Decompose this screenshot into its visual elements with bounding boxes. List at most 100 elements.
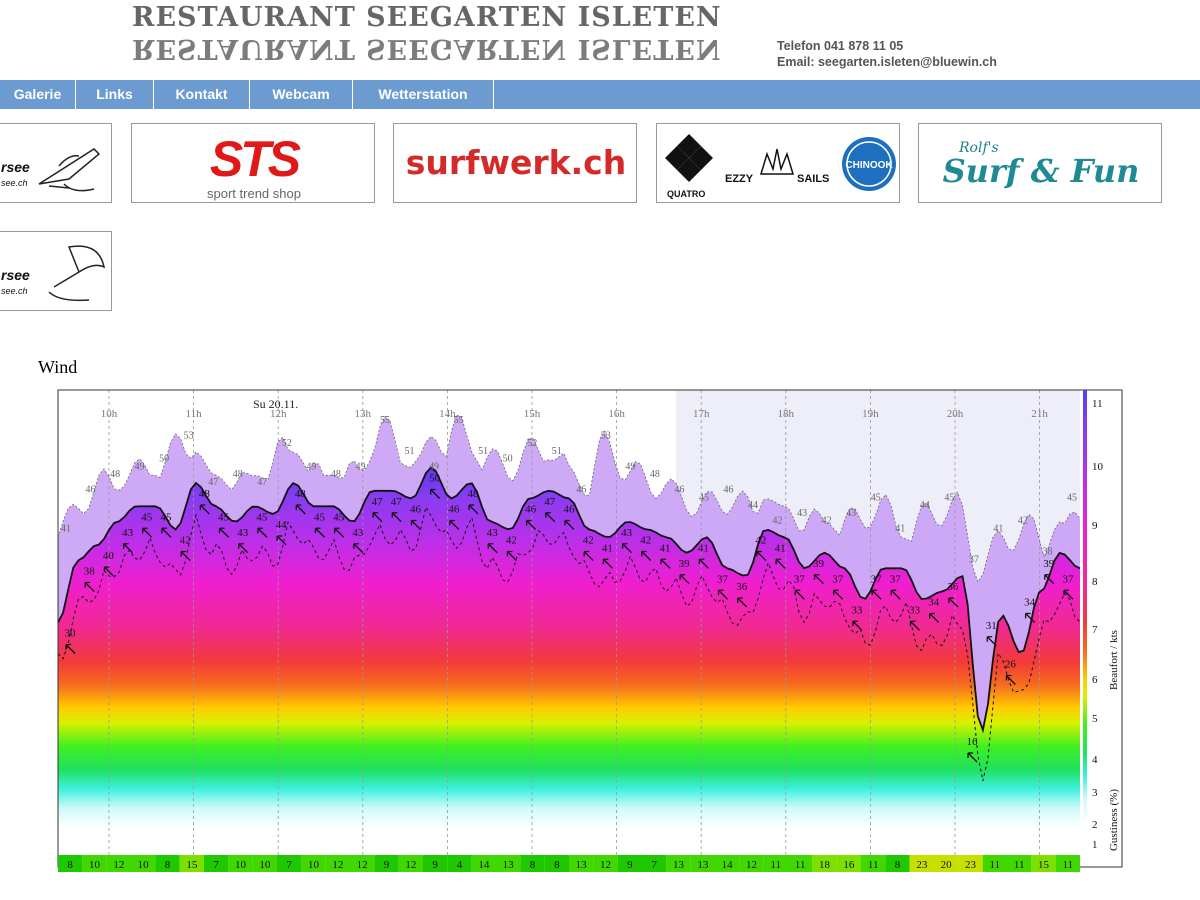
sponsor-rolfs-surf-fun[interactable]: Rolf's Surf & Fun bbox=[918, 123, 1162, 203]
beaufort-tick-label: 10 bbox=[1092, 461, 1104, 473]
gustiness-value: 12 bbox=[113, 859, 124, 871]
mean-value-label: 46 bbox=[410, 504, 422, 516]
wind-direction-arrow bbox=[583, 550, 594, 561]
wind-direction-arrow bbox=[909, 620, 920, 631]
gustiness-cell bbox=[739, 855, 764, 872]
gustiness-value: 15 bbox=[1038, 859, 1050, 871]
wind-direction-arrow bbox=[65, 643, 76, 654]
gust-value-label: 48 bbox=[110, 469, 120, 480]
gustiness-value: 16 bbox=[843, 859, 855, 871]
mean-value-label: 42 bbox=[506, 535, 517, 547]
wind-direction-arrow bbox=[391, 512, 402, 523]
mean-value-label: 46 bbox=[448, 504, 460, 516]
gustiness-cell bbox=[131, 855, 156, 872]
mean-value-label: 42 bbox=[180, 535, 191, 547]
wind-direction-arrow bbox=[525, 519, 537, 530]
wind-direction-arrow bbox=[1024, 612, 1036, 623]
gust-value-label: 45 bbox=[944, 492, 954, 503]
restaurant-logo-title[interactable]: RESTAURANT SEEGARTEN ISLETEN bbox=[132, 2, 722, 33]
restaurant-logo-reflection: RESTAURANT SEEGARTEN ISLETEN bbox=[132, 33, 722, 64]
gustiness-cell bbox=[593, 855, 618, 872]
mean-value-label: 39 bbox=[679, 558, 691, 570]
mean-value-label: 45 bbox=[314, 511, 326, 523]
gustiness-value: 20 bbox=[941, 859, 953, 871]
sponsor-sts[interactable]: STS sport trend shop bbox=[131, 123, 375, 203]
gustiness-value: 11 bbox=[1014, 859, 1025, 871]
wind-direction-arrow bbox=[199, 504, 210, 515]
sponsor-urnersee-2[interactable]: rsee see.ch bbox=[0, 231, 112, 311]
nav-webcam[interactable]: Webcam bbox=[250, 80, 353, 109]
wind-direction-arrow bbox=[890, 589, 901, 600]
gustiness-cell bbox=[496, 855, 521, 872]
nav-wetterstation[interactable]: Wetterstation bbox=[353, 80, 494, 109]
nav-kontakt[interactable]: Kontakt bbox=[154, 80, 250, 109]
gustiness-value: 13 bbox=[673, 859, 685, 871]
gustiness-cell bbox=[325, 855, 350, 872]
wind-chart-container: 10h 11h 12h 13h 14h 15h 16h 17h 18h 19h 20h 21h Su 2… bbox=[0, 385, 1200, 885]
mean-value-label: 37 bbox=[794, 573, 806, 585]
mean-value-label: 43 bbox=[487, 527, 499, 539]
mean-wind-line bbox=[57, 466, 1081, 734]
wind-direction-arrow bbox=[641, 550, 652, 561]
gustiness-cell bbox=[374, 855, 399, 872]
gust-value-label: 46 bbox=[723, 485, 733, 496]
wind-direction-arrow bbox=[238, 543, 249, 554]
gustiness-value: 14 bbox=[722, 859, 734, 871]
wind-direction-arrow bbox=[813, 574, 824, 585]
gustiness-cell bbox=[934, 855, 959, 872]
mean-value-label: 43 bbox=[237, 527, 249, 539]
mean-value-label: 34 bbox=[1024, 597, 1036, 609]
mean-value-label: 41 bbox=[602, 542, 613, 554]
gust-value-label: 44 bbox=[920, 500, 930, 511]
gust-value-label: 49 bbox=[355, 461, 365, 472]
sponsor-urnersee-1[interactable]: rsee see.ch bbox=[0, 123, 112, 203]
quatro-text: QUATRO bbox=[667, 189, 705, 199]
wind-direction-arrow bbox=[679, 574, 690, 585]
wind-direction-arrow bbox=[430, 488, 441, 499]
gustiness-cell bbox=[301, 855, 326, 872]
quatro-diamond-icon bbox=[665, 134, 713, 182]
mean-value-label: 38 bbox=[84, 566, 96, 578]
mean-value-label: 26 bbox=[1005, 659, 1017, 671]
gustiness-cell bbox=[836, 855, 861, 872]
sponsor-quatro-ezzy-chinook[interactable]: QUATRO EZZY SAILS CHINOOK bbox=[656, 123, 900, 203]
hour-label: 11h bbox=[186, 408, 203, 420]
nav-galerie[interactable]: Galerie bbox=[0, 80, 76, 109]
gustiness-value: 10 bbox=[235, 859, 247, 871]
gust-value-label: 55 bbox=[454, 415, 464, 426]
gustiness-cell bbox=[520, 855, 545, 872]
gust-value-label: 47 bbox=[257, 477, 267, 488]
gustiness-cell bbox=[909, 855, 934, 872]
gust-value-label: 42 bbox=[773, 516, 783, 527]
wind-direction-arrow bbox=[468, 504, 479, 515]
gustiness-value: 8 bbox=[67, 859, 73, 871]
mean-value-label: 41 bbox=[659, 542, 670, 554]
hour-label: 16h bbox=[608, 408, 625, 420]
gust-value-label: 53 bbox=[184, 430, 194, 441]
nav-links[interactable]: Links bbox=[76, 80, 154, 109]
gust-value-label: 52 bbox=[282, 438, 292, 449]
hour-label: 20h bbox=[947, 408, 964, 420]
urnersee-text-2: rsee bbox=[1, 267, 30, 283]
gustiness-value: 12 bbox=[357, 859, 368, 871]
wind-direction-arrow bbox=[967, 752, 978, 763]
wind-direction-arrow bbox=[218, 527, 229, 538]
mean-value-label: 37 bbox=[871, 573, 883, 585]
sts-sub-text: sport trend shop bbox=[207, 186, 301, 201]
gust-value-label: 52 bbox=[527, 438, 537, 449]
gustiness-value: 18 bbox=[819, 859, 831, 871]
rolfs-top-text: Rolf's bbox=[958, 140, 999, 156]
email-text[interactable]: Email: seegarten.isleten@bluewin.ch bbox=[777, 55, 997, 69]
gustiness-cell bbox=[155, 855, 180, 872]
mean-value-label: 37 bbox=[832, 573, 844, 585]
urnersee-sub-2: see.ch bbox=[1, 286, 28, 296]
gustiness-cell bbox=[715, 855, 740, 872]
windsurfer-drawing-icon: rsee see.ch bbox=[1, 148, 101, 192]
sponsor-surfwerk[interactable]: surfwerk.ch bbox=[393, 123, 637, 203]
gustiness-value: 12 bbox=[746, 859, 757, 871]
beaufort-tick-label: 2 bbox=[1092, 819, 1098, 831]
kitesurfer-drawing-icon: rsee see.ch bbox=[1, 245, 106, 302]
mean-value-label: 48 bbox=[199, 488, 211, 500]
gustiness-value: 7 bbox=[651, 859, 657, 871]
gust-value-label: 55 bbox=[380, 415, 390, 426]
